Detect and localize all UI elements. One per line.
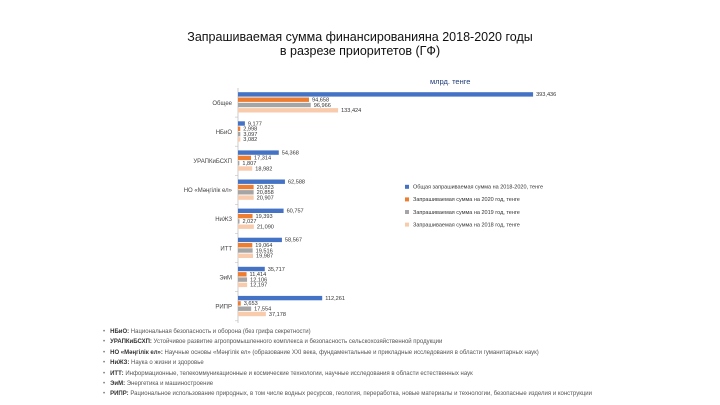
category-label: РИПР: [215, 305, 232, 311]
bar: [238, 150, 279, 155]
bar: [238, 224, 254, 229]
data-label: 19,393: [256, 214, 273, 220]
unit-label: млрд. тенге: [430, 77, 470, 86]
note-itt: ИТТ: Информационные, телекоммуникационны…: [103, 369, 715, 379]
bar: [238, 208, 284, 213]
bar: [238, 184, 254, 190]
legend-label: Запрашиваемая сумма на 2020 год, тенге: [413, 197, 520, 203]
data-label: 54,368: [282, 150, 299, 156]
legend-label: Общая запрашиваемая сумма на 2018-2020, …: [413, 185, 543, 191]
legend-swatch: [405, 184, 409, 189]
bar: [238, 137, 241, 142]
category-label: УРАПКиБСХП: [193, 159, 232, 165]
data-label: 393,436: [536, 92, 556, 98]
bar: [238, 161, 240, 166]
bar: [238, 213, 253, 219]
bar: [238, 301, 241, 306]
bar: [238, 311, 266, 317]
data-label: 18,982: [255, 166, 272, 172]
data-label: 19,064: [255, 243, 272, 249]
bar: [238, 126, 241, 131]
bar: [238, 179, 285, 184]
bar: [238, 248, 253, 253]
note-nbio: НБиО: Национальная безопасность и оборон…: [103, 327, 715, 337]
data-label: 35,717: [268, 267, 285, 273]
data-label: 112,261: [325, 296, 345, 302]
bar: [238, 306, 252, 311]
data-label: 20,858: [257, 190, 274, 196]
category-label: Общее: [212, 101, 232, 107]
data-label: 2,998: [243, 127, 257, 133]
bar: [238, 102, 311, 108]
data-label: 62,588: [288, 180, 305, 186]
bar: [238, 277, 248, 282]
data-label: 2,027: [243, 219, 257, 225]
data-label: 3,097: [243, 132, 257, 138]
data-label: 94,658: [312, 98, 329, 104]
bar-chart: млрд. тенге Общее НБиО УРАПКиБСХП НО «Мәңгі…: [184, 77, 556, 323]
note-eim: ЭиМ: Энергетика и машиностроение: [103, 379, 715, 389]
bar: [238, 92, 534, 97]
legend: Общая запрашиваемая сумма на 2018-2020, …: [405, 184, 543, 228]
note-ripr: РИПР: Рациональное использование природн…: [103, 389, 715, 399]
data-label: 96,966: [314, 103, 331, 109]
bar: [238, 155, 251, 161]
data-label: 133,424: [341, 108, 361, 114]
data-label: 1,807: [242, 161, 256, 167]
data-label: 9,177: [248, 121, 262, 127]
bar: [238, 243, 253, 248]
bar: [238, 121, 245, 126]
bar: [238, 195, 254, 200]
data-label: 21,090: [257, 225, 274, 231]
bar: [238, 97, 309, 102]
data-label: 11,414: [250, 272, 267, 278]
category-labels: Общее НБиО УРАПКиБСХП НО «Мәңгілік ел» НиЖЗ И…: [184, 101, 238, 322]
legend-swatch: [405, 210, 409, 214]
data-label: 12,197: [250, 283, 267, 289]
chart-title-line-2: в разрезе приоритетов (ГФ): [279, 44, 441, 58]
bar: [238, 266, 265, 272]
data-label: 20,823: [257, 185, 274, 191]
data-label: 3,653: [244, 301, 258, 307]
legend-swatch: [405, 222, 409, 227]
category-label: НБиО: [216, 130, 233, 136]
bar: [238, 166, 253, 171]
bar: [238, 237, 282, 243]
bar: [238, 282, 248, 288]
category-label: НО «Мәңгілік ел»: [184, 188, 233, 194]
data-label: 58,567: [285, 238, 302, 244]
bar: [238, 131, 241, 137]
data-label: 17,554: [254, 307, 271, 313]
bar: [238, 295, 323, 301]
note-nizhz: НиЖЗ: Наука о жизни и здоровье: [103, 358, 715, 368]
data-label: 19,987: [256, 254, 273, 260]
category-label: ЭиМ: [219, 275, 232, 281]
data-label: 12,106: [250, 277, 267, 283]
data-label: 20,907: [257, 195, 274, 201]
legend-swatch: [405, 197, 409, 202]
chart-title-line-1: Запрашиваемая сумма финансированияна 201…: [187, 30, 533, 44]
data-label: 60,757: [287, 209, 304, 215]
abbreviation-notes: НБиО: Национальная безопасность и оборон…: [103, 327, 715, 400]
data-label: 17,314: [254, 156, 271, 162]
data-label: 19,516: [256, 248, 273, 254]
bar: [238, 219, 240, 224]
bar: [238, 272, 247, 277]
note-mangilik-el: НО «Мәңгілік ел»: Научные основы «Мәңгіл…: [103, 348, 715, 358]
category-label: НиЖЗ: [215, 217, 232, 223]
bar: [238, 108, 339, 113]
legend-label: Запрашиваемая сумма на 2018 год, тенге: [413, 222, 520, 228]
legend-label: Запрашиваемая сумма на 2019 год, тенге: [413, 210, 520, 216]
data-label: 37,178: [269, 312, 286, 318]
bars: [238, 92, 534, 317]
bar: [238, 190, 254, 195]
note-urapkibshp: УРАПКиБСХП: Устойчивое развитие агропром…: [103, 337, 715, 347]
category-label: ИТТ: [220, 246, 232, 252]
data-label: 3,082: [243, 137, 257, 143]
bar: [238, 253, 253, 258]
